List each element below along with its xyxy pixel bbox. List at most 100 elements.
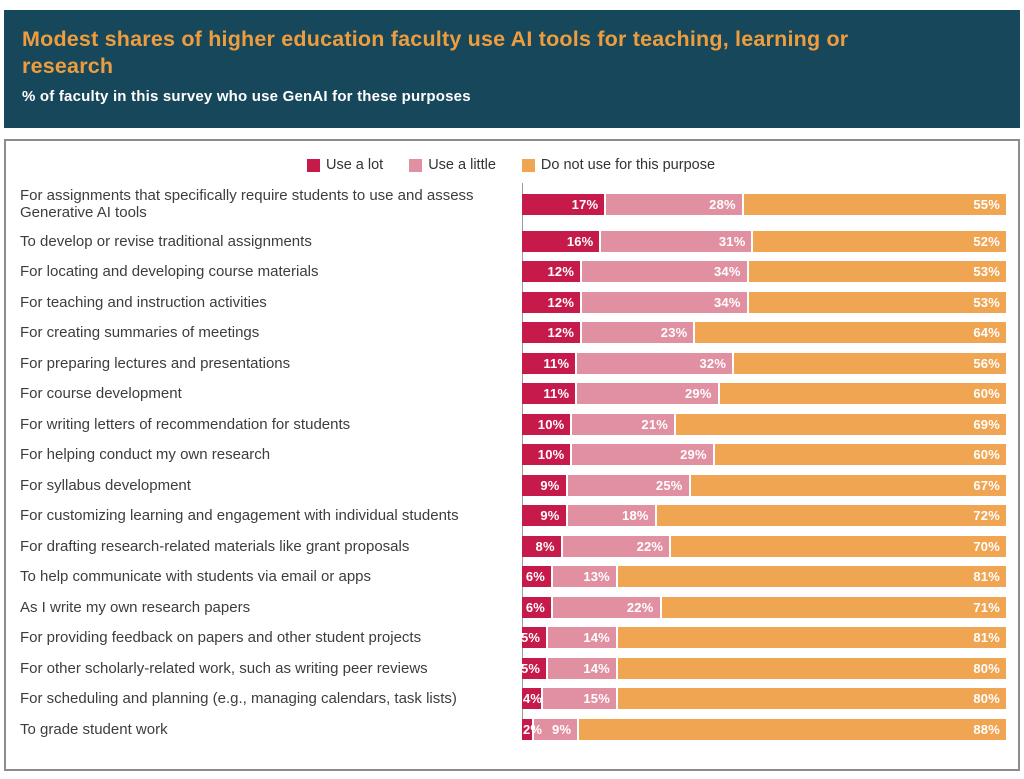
bar-segment-do-not-use: 80% — [617, 688, 1006, 709]
value-label: 2% — [523, 721, 543, 737]
legend-label: Do not use for this purpose — [540, 157, 716, 173]
bar-segment-use-a-little: 14% — [548, 657, 616, 679]
category-label: For syllabus development — [20, 476, 191, 494]
bar-segment-do-not-use: 52% — [753, 230, 1006, 252]
stacked-bar: 10% 21% 69% — [522, 413, 1006, 435]
bar-segment-do-not-use: 55% — [743, 193, 1006, 215]
chart-row: To help communicate with students via em… — [16, 566, 1006, 587]
value-label: 67% — [973, 477, 1000, 493]
category-label: For preparing lectures and presentations — [20, 354, 291, 372]
bar-segment-use-a-lot: 17% — [522, 193, 605, 215]
category-label: To grade student work — [20, 720, 168, 738]
bar-segment-do-not-use: 81% — [617, 627, 1006, 648]
legend-item-use-a-little: Use a little — [409, 157, 496, 173]
chart-row: For teaching and instruction activities 1… — [16, 291, 1006, 313]
bar-segment-do-not-use: 80% — [617, 657, 1006, 679]
bar-segment-use-a-lot: 8% — [522, 535, 561, 557]
legend-label: Use a lot — [325, 157, 384, 173]
legend-label: Use a little — [428, 157, 496, 173]
category-label: For course development — [20, 385, 182, 402]
value-label: 71% — [973, 599, 1000, 615]
stacked-bar: 12% 34% 53% — [522, 261, 1006, 282]
value-label: 11% — [543, 355, 570, 371]
bar-segment-use-a-little: 9% — [533, 718, 578, 740]
bar-segment-use-a-little: 18% — [567, 505, 655, 526]
value-label: 29% — [680, 447, 707, 462]
bar-segment-use-a-little: 29% — [572, 444, 713, 465]
bar-segment-use-a-lot: 11% — [522, 383, 576, 404]
legend-item-use-a-lot: Use a lot — [306, 157, 384, 173]
chart-row: As I write my own research papers 6% 22% 71… — [16, 596, 1006, 618]
stacked-bar: 16% 31% 52% — [522, 230, 1006, 252]
stacked-bar: 11% 29% 60% — [522, 383, 1006, 404]
bar-segment-use-a-lot: 9% — [522, 474, 566, 496]
stacked-bar: 6% 22% 71% — [522, 596, 1006, 618]
bar-segment-do-not-use: 64% — [695, 322, 1006, 343]
chart-row: For creating summaries of meetings 12% 23%… — [16, 322, 1006, 343]
value-label: 28% — [709, 196, 736, 212]
chart-row: For syllabus development 9% 25% 67% — [16, 474, 1006, 496]
bar-segment-use-a-little: 29% — [577, 383, 718, 404]
value-label: 14% — [583, 630, 610, 645]
category-label: For customizing learning and engagement … — [20, 507, 459, 524]
chart-legend: Use a lot Use a little Do not use for th… — [16, 157, 1006, 173]
stacked-bar: 17% 28% 55% — [522, 193, 1006, 215]
value-label: 81% — [973, 630, 1000, 645]
value-label: 25% — [655, 477, 683, 493]
value-label: 55% — [973, 196, 1000, 212]
bar-segment-use-a-lot: 10% — [522, 444, 571, 465]
bar-segment-use-a-lot: 9% — [522, 505, 566, 526]
category-label: To develop or revise traditional assignm… — [20, 232, 312, 250]
value-label: 22% — [626, 599, 654, 615]
bar-segment-do-not-use: 88% — [579, 718, 1006, 740]
stacked-bar: 11% 32% 56% — [522, 352, 1006, 374]
bar-segment-use-a-little: 28% — [606, 193, 742, 215]
value-label: 8% — [535, 538, 555, 554]
value-label: 18% — [622, 508, 649, 523]
value-label: 15% — [583, 691, 610, 706]
legend-swatch-use-a-little-icon — [409, 158, 423, 172]
value-label: 4% — [523, 691, 543, 706]
chart-row: For customizing learning and engagement … — [16, 505, 1006, 526]
bar-segment-use-a-little: 32% — [577, 352, 733, 374]
bar-segment-use-a-lot: 12% — [522, 322, 581, 343]
value-label: 9% — [540, 508, 560, 523]
value-label: 32% — [699, 355, 727, 371]
value-label: 64% — [973, 325, 1000, 340]
value-label: 80% — [973, 691, 1000, 706]
category-label: For teaching and instruction activities — [20, 293, 267, 311]
bar-segment-do-not-use: 60% — [714, 444, 1006, 465]
chart-row: For helping conduct my own research 10% 29… — [16, 444, 1006, 465]
bar-segment-use-a-little: 25% — [567, 474, 689, 496]
value-label: 12% — [547, 294, 575, 310]
bar-segment-use-a-lot: 16% — [522, 230, 600, 252]
stacked-bar: 12% 34% 53% — [522, 291, 1006, 313]
category-label: For helping conduct my own research — [20, 446, 271, 463]
bar-segment-use-a-little: 22% — [562, 535, 670, 557]
value-label: 5% — [520, 630, 541, 645]
bar-segment-do-not-use: 53% — [748, 291, 1006, 313]
value-label: 11% — [543, 386, 570, 401]
value-label: 16% — [566, 233, 594, 249]
bar-segment-use-a-little: 15% — [543, 688, 616, 709]
category-label: For writing letters of recommendation fo… — [20, 415, 351, 433]
value-label: 53% — [973, 294, 1000, 310]
bar-segment-use-a-lot: 5% — [521, 657, 547, 679]
stacked-bar: 10% 29% 60% — [522, 444, 1006, 465]
value-label: 31% — [718, 233, 746, 249]
bar-segment-use-a-little: 22% — [553, 596, 660, 618]
bar-segment-use-a-lot: 6% — [522, 596, 552, 618]
value-label: 52% — [973, 233, 1000, 249]
chart-row: For providing feedback on papers and oth… — [16, 627, 1006, 648]
category-label: For providing feedback on papers and oth… — [20, 629, 422, 646]
category-label: For creating summaries of meetings — [20, 324, 260, 341]
value-label: 34% — [714, 264, 741, 279]
value-label: 21% — [641, 416, 669, 432]
bar-segment-do-not-use: 60% — [719, 383, 1006, 404]
bar-segment-use-a-lot: 10% — [522, 413, 571, 435]
chart-row: For preparing lectures and presentations… — [16, 352, 1006, 374]
chart-row: For other scholarly-related work, such a… — [16, 657, 1006, 679]
bar-segment-use-a-lot: 12% — [522, 291, 581, 313]
value-label: 17% — [571, 196, 599, 212]
